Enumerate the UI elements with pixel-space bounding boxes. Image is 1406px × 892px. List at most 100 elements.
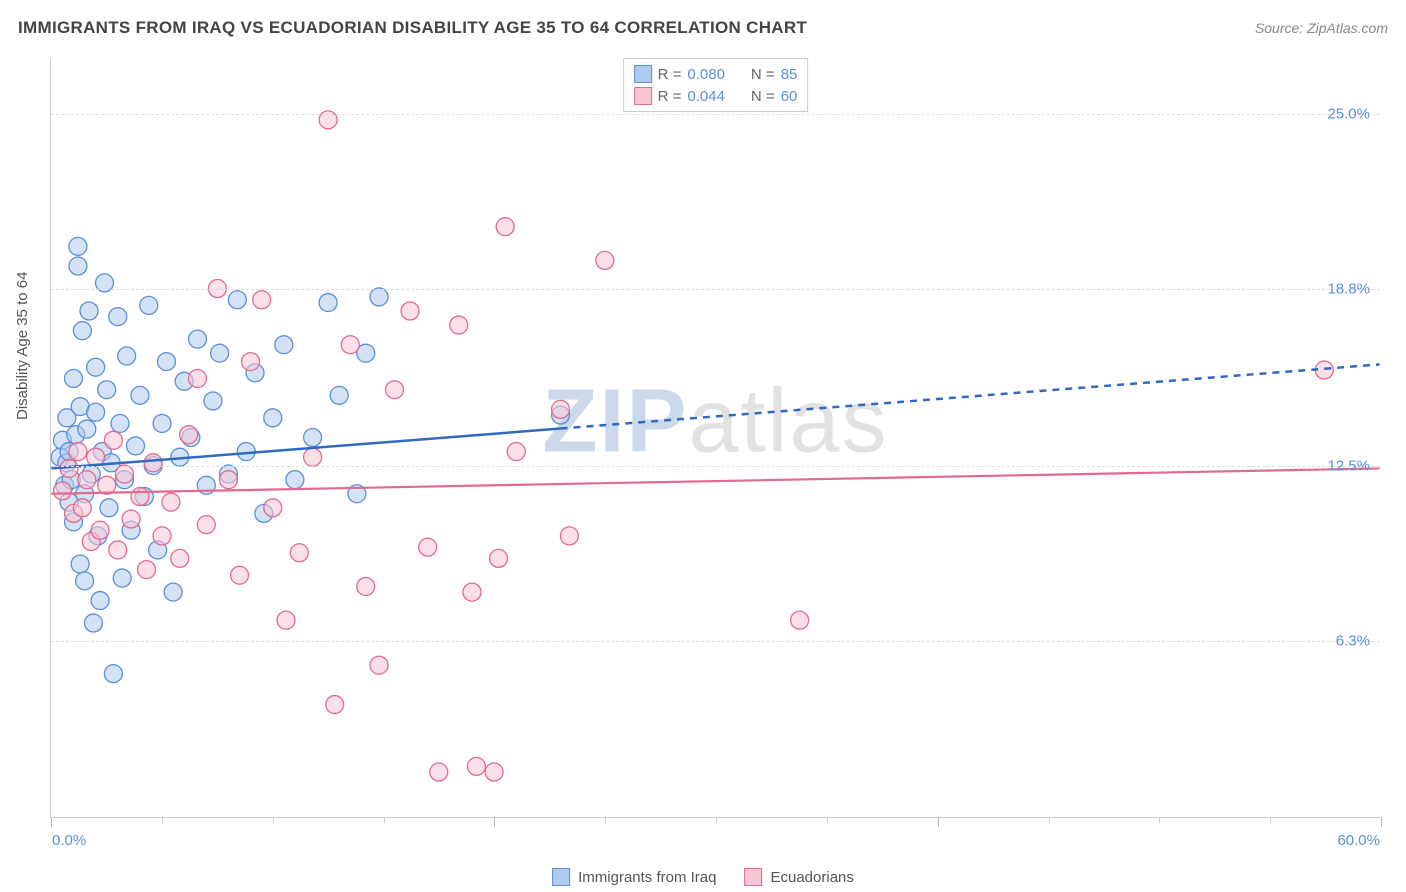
data-point xyxy=(109,308,127,326)
gridline xyxy=(51,114,1380,115)
data-point xyxy=(370,288,388,306)
scatter-svg xyxy=(51,58,1380,817)
data-point xyxy=(171,549,189,567)
data-point xyxy=(275,336,293,354)
data-point xyxy=(219,471,237,489)
data-point xyxy=(496,218,514,236)
data-point xyxy=(386,381,404,399)
data-point xyxy=(104,665,122,683)
data-point xyxy=(164,583,182,601)
legend-swatch xyxy=(744,868,762,886)
legend-series: Immigrants from Iraq Ecuadorians xyxy=(552,868,854,886)
legend-correlation-row: R = 0.044N = 60 xyxy=(634,85,798,107)
data-point xyxy=(65,369,83,387)
data-point xyxy=(467,757,485,775)
legend-swatch xyxy=(634,65,652,83)
x-major-tick xyxy=(1381,817,1382,827)
data-point xyxy=(127,437,145,455)
x-minor-tick xyxy=(605,817,606,823)
gridline xyxy=(51,641,1380,642)
data-point xyxy=(330,386,348,404)
data-point xyxy=(109,541,127,559)
data-point xyxy=(158,353,176,371)
x-minor-tick xyxy=(384,817,385,823)
data-point xyxy=(78,471,96,489)
gridline xyxy=(51,466,1380,467)
data-point xyxy=(507,443,525,461)
data-point xyxy=(341,336,359,354)
data-point xyxy=(242,353,260,371)
data-point xyxy=(87,403,105,421)
data-point xyxy=(290,544,308,562)
data-point xyxy=(138,561,156,579)
data-point xyxy=(69,257,87,275)
x-major-tick xyxy=(494,817,495,827)
header: IMMIGRANTS FROM IRAQ VS ECUADORIAN DISAB… xyxy=(18,18,1388,38)
data-point xyxy=(131,488,149,506)
x-axis-max-label: 60.0% xyxy=(1337,832,1380,849)
legend-series-item: Ecuadorians xyxy=(744,868,853,886)
data-point xyxy=(180,426,198,444)
data-point xyxy=(153,414,171,432)
data-point xyxy=(450,316,468,334)
data-point xyxy=(87,358,105,376)
data-point xyxy=(304,429,322,447)
data-point xyxy=(552,400,570,418)
data-point xyxy=(560,527,578,545)
x-minor-tick xyxy=(827,817,828,823)
data-point xyxy=(153,527,171,545)
data-point xyxy=(211,344,229,362)
data-point xyxy=(401,302,419,320)
data-point xyxy=(115,465,133,483)
legend-swatch xyxy=(552,868,570,886)
legend-series-item: Immigrants from Iraq xyxy=(552,868,716,886)
data-point xyxy=(319,294,337,312)
data-point xyxy=(76,572,94,590)
x-minor-tick xyxy=(1270,817,1271,823)
x-minor-tick xyxy=(1159,817,1160,823)
legend-correlation: R = 0.080N = 85R = 0.044N = 60 xyxy=(623,58,809,112)
data-point xyxy=(791,611,809,629)
data-point xyxy=(204,392,222,410)
trend-line xyxy=(51,468,1379,493)
data-point xyxy=(100,499,118,517)
data-point xyxy=(370,656,388,674)
data-point xyxy=(430,763,448,781)
x-minor-tick xyxy=(273,817,274,823)
data-point xyxy=(91,521,109,539)
data-point xyxy=(490,549,508,567)
gridline xyxy=(51,289,1380,290)
data-point xyxy=(73,322,91,340)
data-point xyxy=(104,431,122,449)
data-point xyxy=(140,296,158,314)
data-point xyxy=(228,291,246,309)
data-point xyxy=(326,696,344,714)
data-point xyxy=(264,499,282,517)
x-minor-tick xyxy=(1049,817,1050,823)
chart-container: IMMIGRANTS FROM IRAQ VS ECUADORIAN DISAB… xyxy=(0,0,1406,892)
x-major-tick xyxy=(938,817,939,827)
data-point xyxy=(463,583,481,601)
data-point xyxy=(113,569,131,587)
legend-series-label: Immigrants from Iraq xyxy=(578,869,716,886)
data-point xyxy=(188,369,206,387)
x-minor-tick xyxy=(716,817,717,823)
data-point xyxy=(357,578,375,596)
data-point xyxy=(253,291,271,309)
data-point xyxy=(596,251,614,269)
chart-title: IMMIGRANTS FROM IRAQ VS ECUADORIAN DISAB… xyxy=(18,18,807,38)
data-point xyxy=(80,302,98,320)
data-point xyxy=(69,443,87,461)
data-point xyxy=(277,611,295,629)
data-point xyxy=(84,614,102,632)
trend-line-dashed xyxy=(561,364,1380,428)
data-point xyxy=(264,409,282,427)
data-point xyxy=(131,386,149,404)
legend-series-label: Ecuadorians xyxy=(770,869,853,886)
x-axis-min-label: 0.0% xyxy=(52,832,86,849)
plot-area: ZIPatlas R = 0.080N = 85R = 0.044N = 60 … xyxy=(50,58,1380,818)
data-point xyxy=(78,420,96,438)
data-point xyxy=(162,493,180,511)
y-tick-label: 12.5% xyxy=(1327,458,1370,475)
source-label: Source: ZipAtlas.com xyxy=(1255,20,1388,36)
